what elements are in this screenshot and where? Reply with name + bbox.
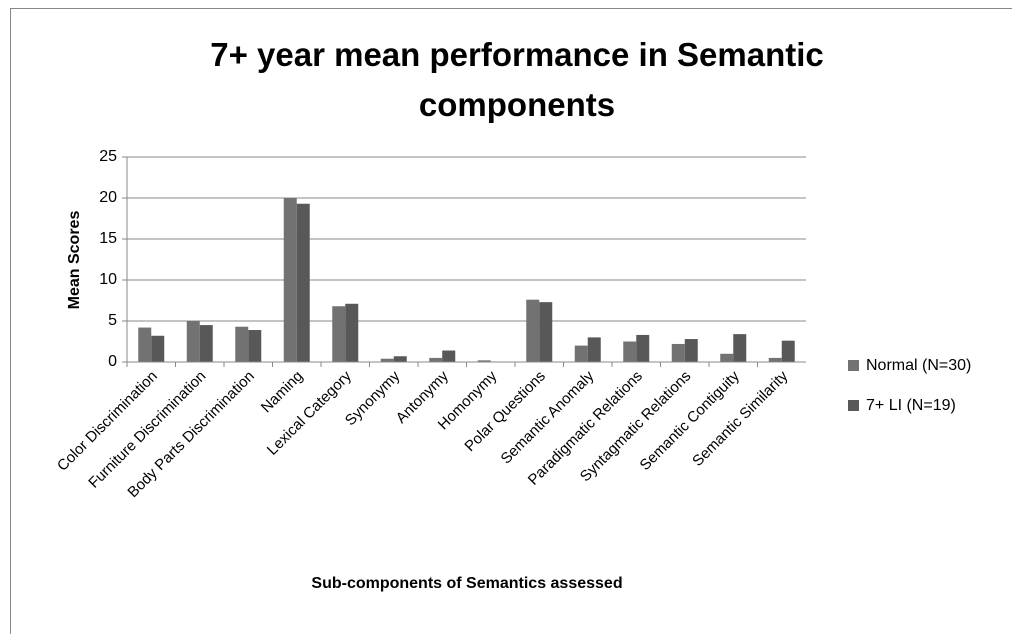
x-tick-label: Lexical Category xyxy=(264,367,355,458)
bar xyxy=(345,303,359,362)
bar xyxy=(332,306,346,362)
bar xyxy=(380,358,394,362)
bar xyxy=(199,325,213,362)
chart-title: 7+ year mean performance in Semantic com… xyxy=(210,36,824,123)
bar xyxy=(636,334,650,362)
y-tick-label: 0 xyxy=(108,353,117,370)
legend-label: 7+ LI (N=19) xyxy=(866,397,956,414)
bar xyxy=(186,321,200,362)
bar xyxy=(138,327,152,362)
y-tick-label: 15 xyxy=(99,230,117,247)
bar xyxy=(235,326,249,362)
x-tick-label: Semantic Similarity xyxy=(689,367,792,470)
bar xyxy=(768,357,782,362)
x-tick-label: Naming xyxy=(258,368,307,417)
legend-swatch xyxy=(848,360,859,371)
x-tick-label: Semantic Anomaly xyxy=(498,367,598,467)
bar xyxy=(526,299,540,362)
bar xyxy=(539,302,553,362)
chart-border xyxy=(10,8,1012,634)
bar xyxy=(283,198,297,362)
bar xyxy=(733,334,747,362)
bar xyxy=(671,343,685,362)
bar xyxy=(684,339,698,362)
bar xyxy=(477,360,491,362)
bar xyxy=(151,335,165,362)
bar xyxy=(720,353,734,362)
y-tick-label: 5 xyxy=(108,312,117,329)
bar xyxy=(781,340,795,362)
bar xyxy=(393,356,407,362)
legend-label: Normal (N=30) xyxy=(866,357,971,374)
y-tick-label: 25 xyxy=(99,148,117,165)
bar xyxy=(442,350,456,362)
x-axis-title: Sub-components of Semantics assessed xyxy=(311,575,622,592)
bar xyxy=(248,330,262,362)
y-axis-title: Mean Scores xyxy=(66,211,83,310)
y-tick-label: 20 xyxy=(99,189,117,206)
legend-swatch xyxy=(848,400,859,411)
bar xyxy=(574,345,588,362)
bar xyxy=(429,357,443,362)
bar xyxy=(296,203,310,362)
bar xyxy=(623,341,637,362)
bar xyxy=(587,337,601,362)
y-tick-label: 10 xyxy=(99,271,117,288)
